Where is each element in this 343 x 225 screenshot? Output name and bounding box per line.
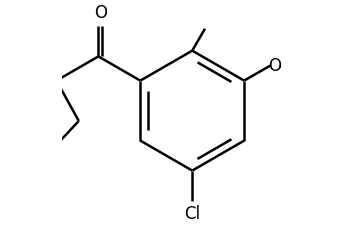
Text: Cl: Cl [184,205,200,223]
Text: O: O [268,57,281,75]
Text: O: O [94,4,107,22]
